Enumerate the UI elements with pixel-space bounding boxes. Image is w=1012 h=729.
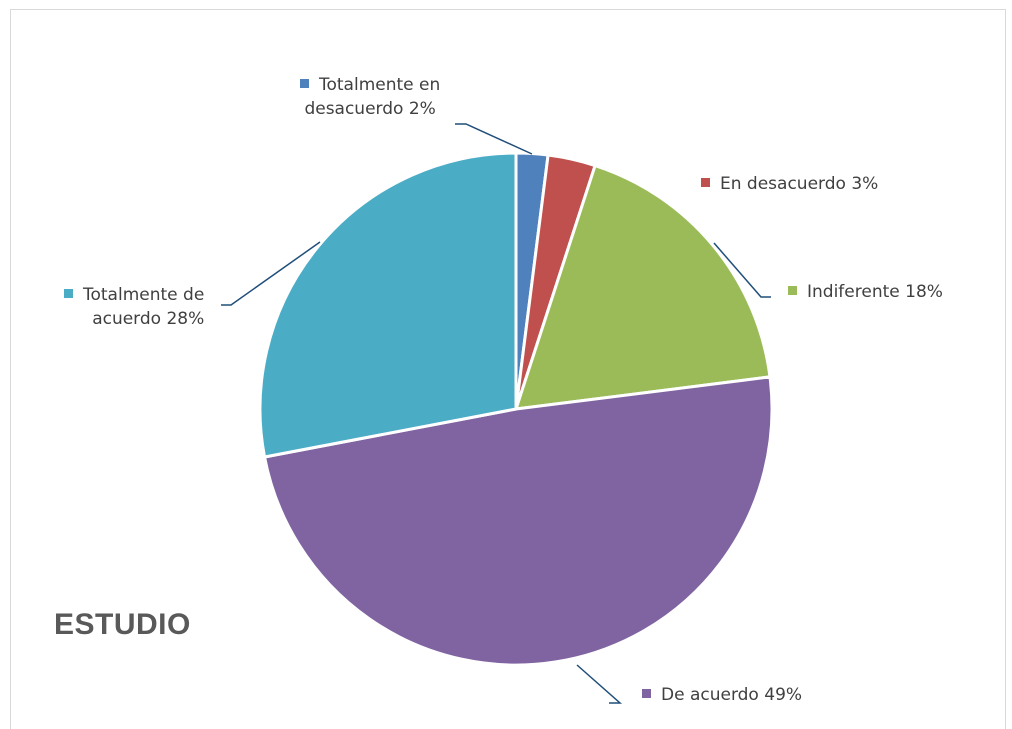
slice-percent: 49%: [764, 685, 803, 705]
slice-label-line: De acuerdo: [661, 685, 759, 705]
legend-swatch-indiferente: [788, 285, 797, 295]
slice-label-de-acuerdo: De acuerdo 49%: [642, 683, 802, 707]
pie-slice-de-acuerdo: [263, 375, 774, 667]
leader-line: [455, 123, 533, 155]
slice-label-totalmente-en-desacuerdo: Totalmente en desacuerdo 2%: [300, 73, 440, 121]
slice-percent: 18%: [905, 282, 943, 302]
slice-label-line: Indiferente: [807, 282, 900, 302]
slice-percent: 28%: [166, 309, 205, 329]
legend-swatch-totalmente-de-acuerdo: [64, 288, 73, 298]
leader-line: [221, 241, 321, 306]
slice-label-line: acuerdo: [92, 309, 162, 329]
legend-swatch-de-acuerdo: [642, 688, 651, 698]
slice-percent: 3%: [851, 174, 879, 194]
leader-line: [713, 242, 771, 298]
chart-title: ESTUDIO: [54, 608, 191, 641]
pie-slice-indiferente: [514, 164, 772, 411]
pie-slice-totalmente-de-acuerdo: [258, 151, 518, 459]
slice-label-line: desacuerdo: [304, 99, 404, 119]
chart-frame: [10, 9, 1006, 729]
slice-label-totalmente-de-acuerdo: Totalmente de acuerdo 28%: [64, 283, 204, 331]
slice-percent: 2%: [408, 99, 436, 119]
slice-label-indiferente: Indiferente 18%: [788, 280, 943, 304]
legend-swatch-totalmente-en-desacuerdo: [300, 78, 309, 88]
leader-line: [576, 664, 622, 704]
slice-label-en-desacuerdo: En desacuerdo 3%: [701, 172, 878, 196]
pie-slices: [258, 151, 774, 667]
leader-lines: [221, 123, 771, 704]
legend-swatch-en-desacuerdo: [701, 177, 710, 187]
slice-label-line: Totalmente de: [83, 285, 205, 305]
slice-label-line: Totalmente en: [319, 75, 441, 95]
slice-label-line: En desacuerdo: [720, 174, 846, 194]
